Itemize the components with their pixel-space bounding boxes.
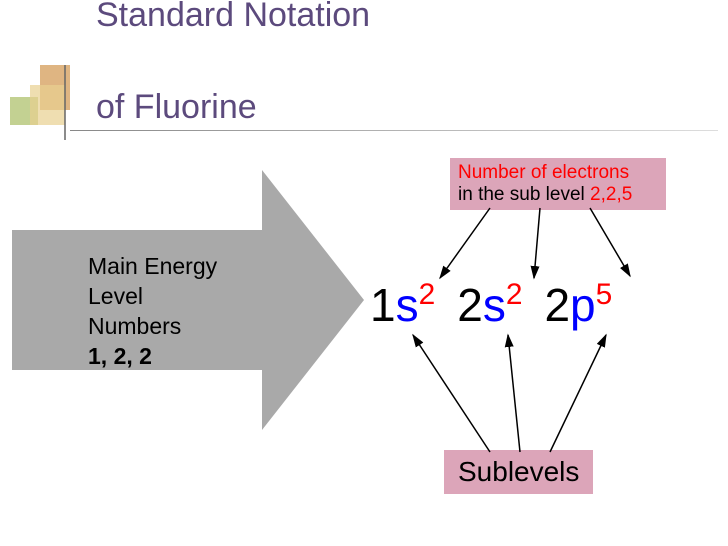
arrow-label-line3: Numbers <box>88 313 181 339</box>
orbital-e: 2 <box>419 280 436 310</box>
orbital-l: s <box>483 282 506 328</box>
orbital-notation: 1s22s22p5 <box>370 282 612 328</box>
orbital-e: 5 <box>596 280 613 310</box>
electrons-callout-line1: Number of electrons <box>458 162 629 183</box>
electrons-callout-line2b: 2,2,5 <box>590 184 632 205</box>
electrons-callout: Number of electrons in the sub level 2,2… <box>450 158 666 210</box>
arrow-label-line2: Level <box>88 283 143 309</box>
title-line-2: of Fluorine <box>96 88 257 127</box>
orbital-item: 1s2 <box>370 282 435 328</box>
orbital-n: 2 <box>457 282 483 328</box>
orbital-item: 2s2 <box>457 282 522 328</box>
orbital-l: s <box>396 282 419 328</box>
corner-decoration <box>10 65 90 145</box>
arrow-label-line1: Main Energy <box>88 253 217 279</box>
title-line-1: Standard Notation <box>96 0 370 35</box>
electrons-callout-line2a: in the sub level <box>458 184 590 205</box>
orbital-e: 2 <box>506 280 523 310</box>
orbital-l: p <box>570 282 596 328</box>
orbital-item: 2p5 <box>544 282 612 328</box>
arrow-label-bold: 1, 2, 2 <box>88 343 152 369</box>
arrow-label: Main Energy Level Numbers 1, 2, 2 <box>88 252 217 372</box>
orbital-n: 2 <box>544 282 570 328</box>
title-underline <box>70 130 718 131</box>
sublevels-callout: Sublevels <box>444 450 593 494</box>
orbital-n: 1 <box>370 282 396 328</box>
